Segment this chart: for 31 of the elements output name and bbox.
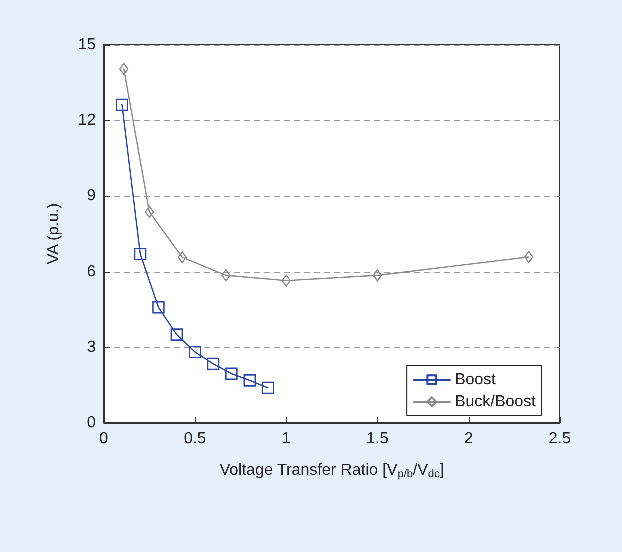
point (152, 301, 165, 314)
x-tick-label: 2.5 (548, 430, 572, 448)
x-tick-label: 0 (100, 430, 109, 448)
point (372, 269, 382, 282)
point (178, 251, 188, 264)
x-tick-label: 1 (282, 430, 291, 448)
point (524, 251, 534, 264)
y-tick-label: 12 (78, 112, 96, 130)
y-tick-label: 3 (87, 338, 96, 356)
point (170, 328, 184, 341)
legend-label: Boost (455, 372, 497, 388)
legend-label: Buck/Boost (455, 394, 537, 410)
x-tick-label: 0.5 (184, 430, 206, 448)
point (226, 368, 238, 380)
point (144, 206, 154, 218)
x-tick-label: 1.5 (366, 430, 389, 448)
point (207, 358, 220, 370)
y-tick-label: 9 (87, 188, 96, 205)
point (119, 63, 129, 76)
y-tick-label: 6 (87, 263, 96, 280)
point (116, 98, 128, 112)
point (282, 274, 292, 288)
x-tick-label: 2 (464, 430, 474, 448)
point (189, 346, 202, 358)
y-tick-label: 15 (78, 36, 96, 54)
y-axis-title: VA (p.u.) (46, 203, 62, 265)
point (262, 382, 274, 394)
point (222, 269, 231, 282)
y-tick-label: 0 (87, 414, 96, 432)
point (244, 374, 256, 387)
point (134, 248, 147, 260)
